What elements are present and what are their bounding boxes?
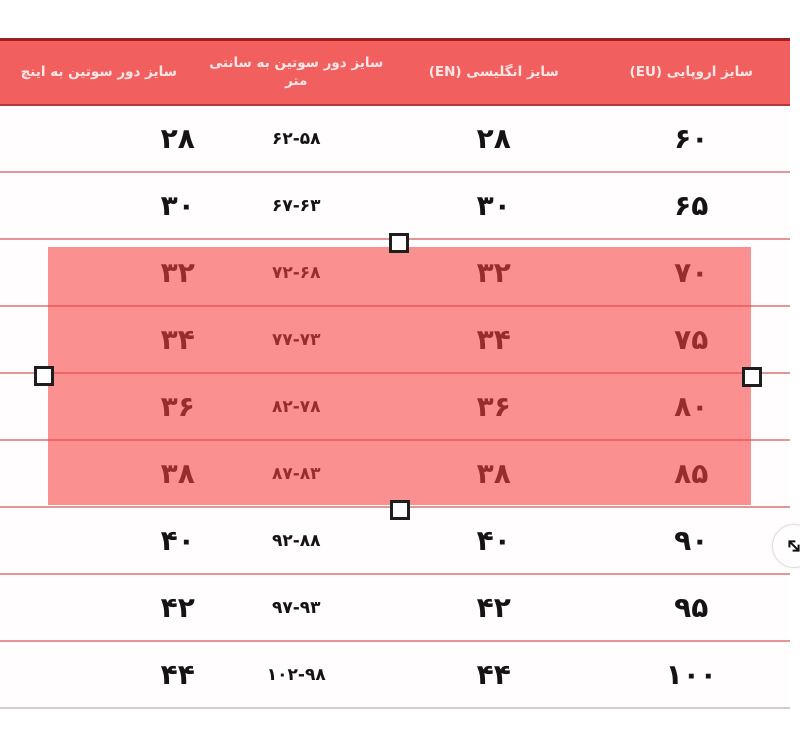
cm-range-cell: ۹۲-۸۸ <box>198 531 396 551</box>
eu-size-cell: ۶۵ <box>593 189 791 222</box>
en-size-value: ۳۰ <box>476 189 511 222</box>
inch-size-cell: ۴۲ <box>0 591 198 624</box>
header-label-en: سایز انگلیسی (EN) <box>428 63 559 80</box>
eu-size-value: ۶۵ <box>674 189 709 222</box>
cm-range-cell: ۹۷-۹۳ <box>198 598 396 618</box>
en-size-value: ۴۲ <box>476 591 511 624</box>
eu-size-value: ۱۰۰ <box>665 658 717 691</box>
en-size-value: ۴۰ <box>476 524 511 557</box>
inch-size-cell: ۲۸ <box>0 122 198 155</box>
en-size-value: ۲۸ <box>476 122 511 155</box>
eu-size-cell: ۱۰۰ <box>593 658 791 691</box>
eu-size-value: ۶۰ <box>674 122 709 155</box>
inch-size-value: ۳۰ <box>160 189 195 222</box>
eu-size-cell: ۹۰ <box>593 524 791 557</box>
inch-size-value: ۴۲ <box>160 591 195 624</box>
table-header-row: سایز اروپایی (EU) سایز انگلیسی (EN) سایز… <box>0 38 790 106</box>
eu-size-value: ۹۵ <box>674 591 709 624</box>
cm-range-value: ۱۰۲-۹۸ <box>266 664 326 685</box>
header-cell-eu: سایز اروپایی (EU) <box>593 64 791 82</box>
crop-selection-overlay[interactable] <box>48 247 751 505</box>
inch-size-cell: ۴۰ <box>0 524 198 557</box>
eu-size-cell: ۶۰ <box>593 122 791 155</box>
selection-handle-right[interactable] <box>742 367 762 387</box>
table-row: ۱۰۰ ۴۴ ۱۰۲-۹۸ ۴۴ <box>0 642 790 709</box>
header-cell-inch: سایز دور سوتین به اینچ <box>0 64 198 82</box>
cm-range-value: ۶۲-۵۸ <box>271 128 321 149</box>
table-row: ۹۵ ۴۲ ۹۷-۹۳ ۴۲ <box>0 575 790 642</box>
cm-range-value: ۹۷-۹۳ <box>271 597 321 618</box>
header-label-cm: سایز دور سوتین به سانتی متر <box>209 54 384 89</box>
selection-handle-top[interactable] <box>389 233 409 253</box>
en-size-cell: ۴۰ <box>395 524 593 557</box>
header-cell-en: سایز انگلیسی (EN) <box>395 64 593 82</box>
selection-handle-bottom[interactable] <box>390 500 410 520</box>
selection-handle-left[interactable] <box>34 366 54 386</box>
table-row: ۶۰ ۲۸ ۶۲-۵۸ ۲۸ <box>0 106 790 173</box>
header-cell-cm: سایز دور سوتین به سانتی متر <box>198 55 396 90</box>
cm-range-value: ۶۷-۶۳ <box>271 195 321 216</box>
inch-size-value: ۴۴ <box>160 658 195 691</box>
eu-size-value: ۹۰ <box>674 524 709 557</box>
en-size-value: ۴۴ <box>476 658 511 691</box>
resize-cursor-badge <box>772 524 800 568</box>
header-label-inch: سایز دور سوتین به اینچ <box>20 63 177 80</box>
inch-size-value: ۲۸ <box>160 122 195 155</box>
cm-range-cell: ۶۷-۶۳ <box>198 196 396 216</box>
en-size-cell: ۲۸ <box>395 122 593 155</box>
en-size-cell: ۴۴ <box>395 658 593 691</box>
en-size-cell: ۴۲ <box>395 591 593 624</box>
inch-size-cell: ۳۰ <box>0 189 198 222</box>
inch-size-cell: ۴۴ <box>0 658 198 691</box>
inch-size-value: ۴۰ <box>160 524 195 557</box>
table-row: ۶۵ ۳۰ ۶۷-۶۳ ۳۰ <box>0 173 790 240</box>
diagonal-resize-icon <box>788 540 800 552</box>
cm-range-cell: ۶۲-۵۸ <box>198 129 396 149</box>
en-size-cell: ۳۰ <box>395 189 593 222</box>
header-label-eu: سایز اروپایی (EU) <box>629 63 753 80</box>
cm-range-cell: ۱۰۲-۹۸ <box>198 665 396 685</box>
cm-range-value: ۹۲-۸۸ <box>271 530 321 551</box>
eu-size-cell: ۹۵ <box>593 591 791 624</box>
